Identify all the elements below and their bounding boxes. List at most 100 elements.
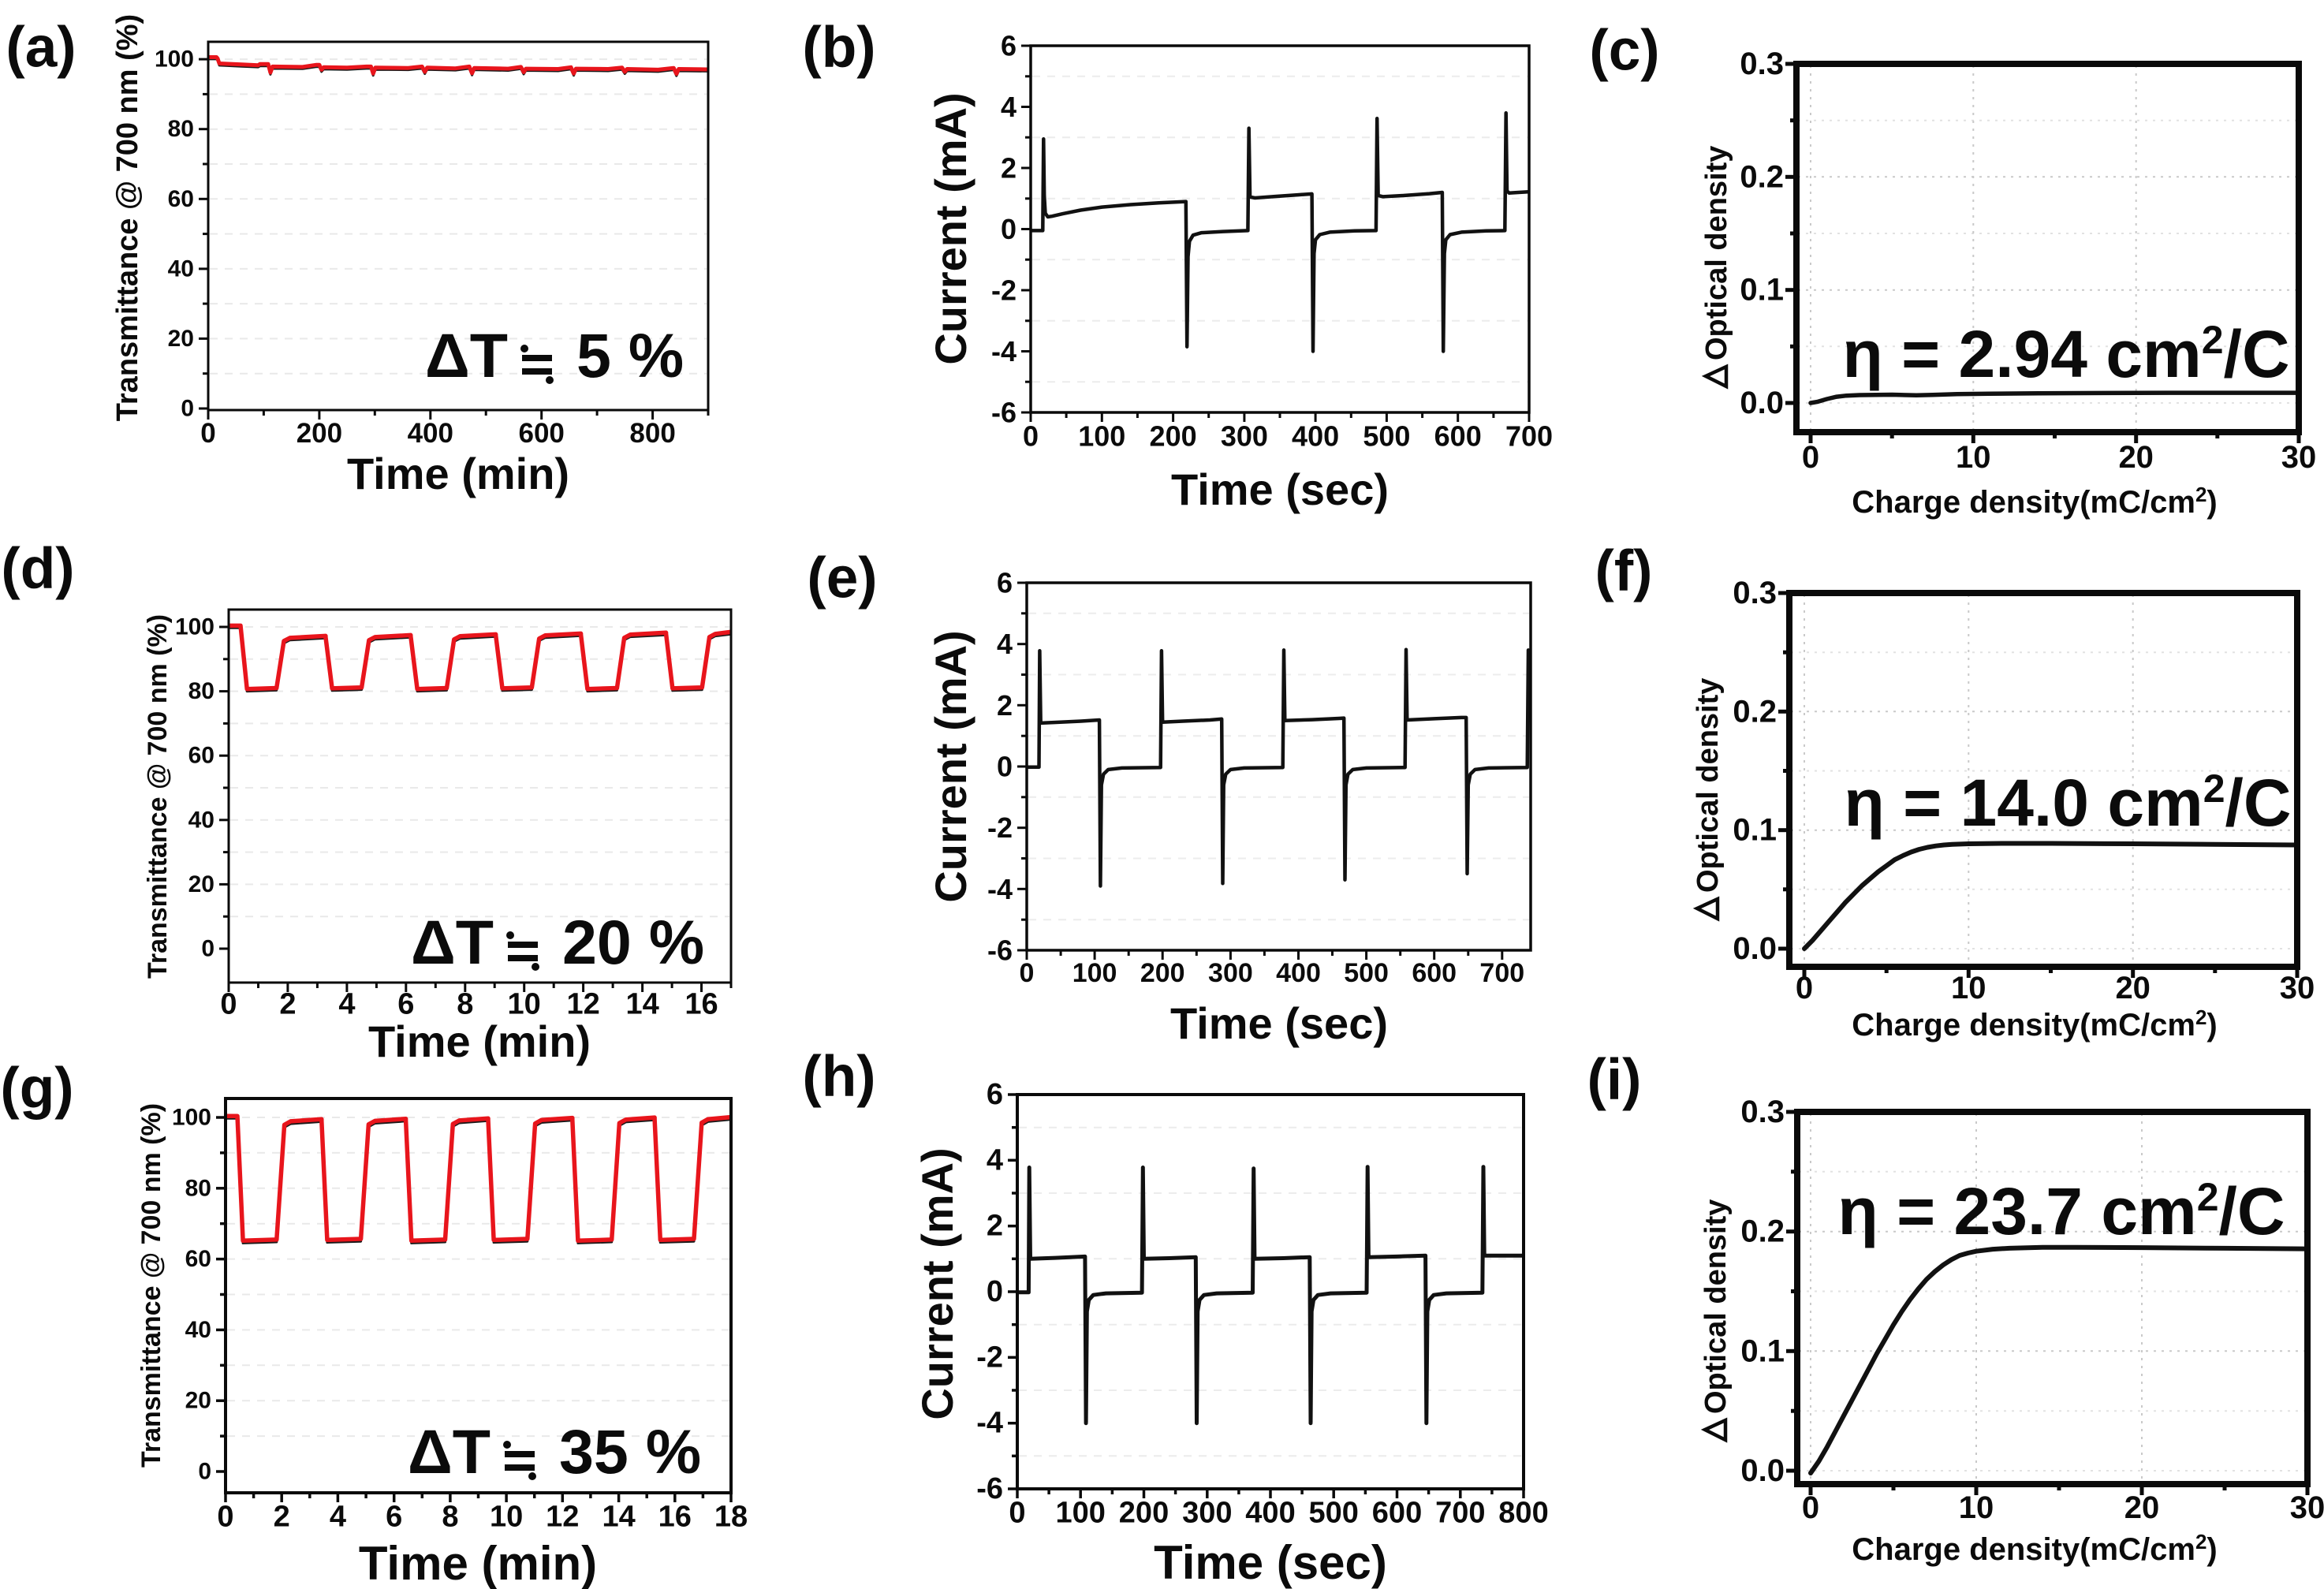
svg-text:(c): (c): [1589, 19, 1659, 83]
svg-text:0.1: 0.1: [1733, 813, 1777, 848]
svg-text:10: 10: [1956, 440, 1991, 475]
svg-text:-2: -2: [987, 811, 1013, 844]
svg-text:Time (sec): Time (sec): [1170, 998, 1388, 1048]
svg-text:80: 80: [188, 678, 214, 704]
svg-text:0: 0: [1009, 1496, 1025, 1529]
svg-text:300: 300: [1221, 420, 1268, 452]
svg-text:0.3: 0.3: [1733, 576, 1777, 610]
svg-text:100: 100: [1078, 420, 1125, 452]
svg-text:0.3: 0.3: [1740, 47, 1784, 81]
svg-text:ΔT: ΔT: [425, 320, 508, 390]
svg-text:14: 14: [625, 987, 658, 1020]
svg-text:Time (min): Time (min): [368, 1016, 591, 1066]
svg-text:Optical density: Optical density: [1700, 146, 1733, 360]
svg-text:10: 10: [508, 987, 541, 1020]
svg-text:16: 16: [685, 987, 718, 1020]
svg-text:800: 800: [629, 418, 675, 449]
svg-text:(f): (f): [1595, 539, 1653, 603]
svg-text:30: 30: [2281, 440, 2317, 475]
svg-text:30: 30: [2290, 1490, 2324, 1525]
svg-text:18: 18: [714, 1500, 748, 1533]
svg-text:20 %: 20 %: [562, 907, 704, 977]
svg-text:6: 6: [987, 1078, 1003, 1111]
svg-text:(h): (h): [802, 1045, 875, 1109]
svg-text:80: 80: [185, 1175, 211, 1201]
svg-text:-4: -4: [976, 1407, 1003, 1440]
svg-text:0: 0: [1802, 1490, 1819, 1525]
svg-text:700: 700: [1435, 1496, 1485, 1529]
svg-text:12: 12: [566, 987, 599, 1020]
svg-text:2: 2: [997, 689, 1013, 722]
svg-text:12: 12: [546, 1500, 579, 1533]
svg-text:Transmittance @ 700 nm (%): Transmittance @ 700 nm (%): [136, 1103, 166, 1468]
svg-text:30: 30: [2280, 971, 2315, 1005]
svg-text:(e): (e): [807, 546, 877, 610]
svg-text:Transmittance @ 700 nm (%): Transmittance @ 700 nm (%): [111, 14, 144, 421]
svg-text:(d): (d): [1, 537, 74, 601]
svg-text:0: 0: [181, 396, 194, 422]
svg-text:10: 10: [490, 1500, 523, 1533]
svg-text:-4: -4: [987, 873, 1013, 905]
svg-text:6: 6: [997, 567, 1013, 599]
svg-text:600: 600: [1372, 1496, 1422, 1529]
svg-text:0: 0: [217, 1500, 233, 1533]
svg-text:2: 2: [274, 1500, 290, 1533]
svg-text:200: 200: [297, 418, 342, 449]
svg-text:0.2: 0.2: [1740, 1214, 1785, 1249]
svg-text:400: 400: [1276, 958, 1321, 988]
svg-text:-2: -2: [976, 1341, 1003, 1374]
svg-text:20: 20: [2124, 1490, 2160, 1525]
svg-text:400: 400: [408, 418, 453, 449]
svg-text:ΔT: ΔT: [408, 1416, 491, 1486]
svg-text:500: 500: [1344, 958, 1389, 988]
svg-text:20: 20: [168, 326, 194, 352]
svg-text:0: 0: [200, 418, 215, 449]
svg-text:0: 0: [1796, 971, 1813, 1005]
svg-text:Optical density: Optical density: [1699, 1199, 1733, 1414]
svg-text:600: 600: [1412, 958, 1457, 988]
svg-text:20: 20: [188, 871, 214, 897]
svg-text:0.0: 0.0: [1740, 386, 1784, 420]
svg-text:100: 100: [155, 47, 194, 73]
svg-text:Time (sec): Time (sec): [1171, 464, 1389, 514]
svg-text:700: 700: [1505, 420, 1553, 452]
svg-text:Charge density(mC/cm2): Charge density(mC/cm2): [1852, 483, 2217, 520]
svg-text:0: 0: [201, 936, 214, 962]
svg-text:0: 0: [198, 1459, 211, 1485]
svg-text:0.3: 0.3: [1740, 1095, 1785, 1129]
svg-text:4: 4: [997, 628, 1013, 660]
svg-text:Time (sec): Time (sec): [1154, 1536, 1387, 1589]
svg-text:-2: -2: [991, 274, 1017, 307]
svg-text:0.0: 0.0: [1733, 931, 1777, 966]
svg-text:0.2: 0.2: [1740, 159, 1784, 194]
svg-text:(i): (i): [1587, 1048, 1642, 1112]
svg-text:5 %: 5 %: [576, 320, 684, 390]
svg-text:60: 60: [188, 743, 214, 769]
svg-text:4: 4: [330, 1500, 346, 1533]
svg-text:20: 20: [2118, 440, 2154, 475]
svg-text:700: 700: [1479, 958, 1524, 988]
svg-text:0: 0: [1001, 213, 1017, 245]
svg-text:Transmittance @ 700 nm (%): Transmittance @ 700 nm (%): [143, 614, 173, 979]
svg-text:300: 300: [1182, 1496, 1232, 1529]
svg-text:η = 14.0 cm2/C: η = 14.0 cm2/C: [1844, 766, 2291, 840]
svg-text:2: 2: [987, 1210, 1003, 1243]
svg-text:100: 100: [1055, 1496, 1105, 1529]
svg-text:0: 0: [1023, 420, 1039, 452]
svg-text:0.0: 0.0: [1740, 1453, 1785, 1488]
svg-text:400: 400: [1292, 420, 1339, 452]
svg-text:Current (mA): Current (mA): [912, 1147, 962, 1419]
svg-text:Charge density(mC/cm2): Charge density(mC/cm2): [1852, 1530, 2217, 1567]
svg-text:200: 200: [1119, 1496, 1169, 1529]
svg-text:80: 80: [168, 116, 194, 142]
svg-text:Charge density(mC/cm2): Charge density(mC/cm2): [1852, 1005, 2217, 1043]
svg-text:16: 16: [658, 1500, 692, 1533]
svg-text:-4: -4: [991, 335, 1017, 367]
svg-text:Time (min): Time (min): [359, 1537, 597, 1589]
svg-text:500: 500: [1308, 1496, 1358, 1529]
svg-text:-6: -6: [987, 934, 1013, 967]
svg-text:8: 8: [457, 987, 473, 1020]
svg-text:40: 40: [168, 256, 194, 282]
svg-text:20: 20: [185, 1388, 211, 1414]
svg-text:6: 6: [386, 1500, 402, 1533]
